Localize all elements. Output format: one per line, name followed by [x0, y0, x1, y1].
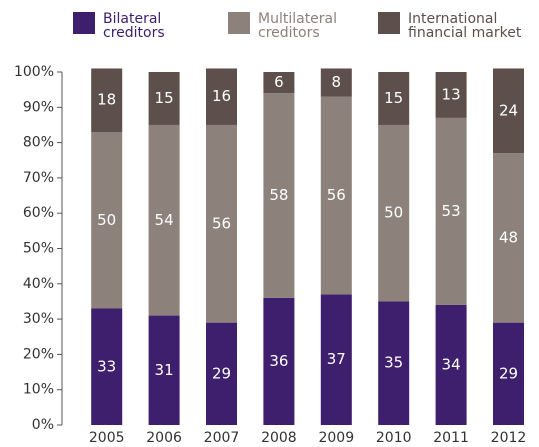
bar-segment: [320, 294, 352, 425]
y-tick-label: 30%: [23, 311, 54, 327]
x-tick-label: 2010: [376, 430, 412, 446]
bar-segment: [378, 124, 410, 302]
value-label: 29: [212, 364, 231, 382]
value-label: 48: [499, 228, 518, 246]
bar-segment: [91, 132, 123, 309]
bar-segment: [263, 297, 295, 425]
value-label: 50: [97, 211, 116, 229]
x-tick-label: 2005: [89, 430, 125, 446]
y-tick-label: 80%: [23, 135, 54, 151]
value-label: 35: [384, 354, 403, 372]
bar-segment: [148, 315, 180, 425]
bar-segment: [320, 96, 352, 295]
x-tick-label: 2006: [146, 430, 182, 446]
y-tick-label: 90%: [23, 99, 54, 115]
value-label: 56: [212, 214, 231, 232]
legend-swatch: [73, 12, 95, 34]
bar-segment: [206, 124, 237, 323]
bar-segment: [435, 304, 467, 425]
x-tick-label: 2007: [204, 430, 240, 446]
value-label: 53: [442, 202, 461, 220]
legend-swatch: [378, 12, 400, 34]
legend-item: International financial market: [378, 12, 538, 40]
y-tick-label: 10%: [23, 382, 54, 398]
value-label: 24: [499, 101, 518, 119]
legend-item: Multilateral creditors: [228, 12, 348, 40]
legend-label: Bilateral creditors: [103, 11, 165, 41]
bar-segment: [263, 72, 295, 94]
bar-segment: [263, 93, 295, 298]
value-label: 54: [155, 211, 174, 229]
y-tick-label: 60%: [23, 205, 54, 221]
legend-label: International financial market: [408, 11, 522, 41]
bar-segment: [493, 322, 524, 425]
y-tick-label: 40%: [23, 276, 54, 292]
value-label: 37: [327, 350, 346, 368]
legend-swatch: [228, 12, 250, 34]
value-label: 15: [155, 89, 174, 107]
bar-segment: [493, 153, 524, 323]
value-label: 50: [384, 204, 403, 222]
bar-segment: [206, 68, 237, 125]
y-tick-label: 0%: [32, 417, 54, 433]
y-tick-label: 100%: [14, 64, 54, 80]
value-label: 18: [97, 91, 116, 109]
x-tick-label: 2012: [491, 430, 527, 446]
value-label: 34: [442, 355, 461, 373]
bar-segment: [378, 72, 410, 125]
value-label: 56: [327, 186, 346, 204]
value-label: 33: [97, 357, 116, 375]
bar-segment: [148, 72, 180, 125]
y-tick-label: 20%: [23, 346, 54, 362]
value-label: 15: [384, 89, 403, 107]
bar-segment: [435, 117, 467, 305]
value-label: 31: [155, 361, 174, 379]
bar-segment: [493, 68, 524, 154]
value-label: 13: [442, 85, 461, 103]
value-label: 36: [269, 352, 288, 370]
value-label: 58: [269, 186, 288, 204]
bar-segment: [206, 322, 237, 425]
y-tick-label: 70%: [23, 170, 54, 186]
x-tick-label: 2009: [318, 430, 354, 446]
legend-label: Multilateral creditors: [258, 11, 338, 41]
legend-item: Bilateral creditors: [73, 12, 183, 40]
value-label: 8: [332, 73, 342, 91]
bar-segment: [320, 68, 352, 97]
value-label: 6: [274, 73, 284, 91]
value-label: 16: [212, 87, 231, 105]
bar-segment: [91, 68, 123, 133]
bar-segment: [378, 301, 410, 425]
value-label: 29: [499, 364, 518, 382]
bar-segment: [435, 72, 467, 118]
bar-segment: [148, 124, 180, 316]
x-tick-label: 2008: [261, 430, 297, 446]
x-tick-label: 2011: [433, 430, 469, 446]
y-tick-label: 50%: [23, 241, 54, 257]
bar-segment: [91, 308, 123, 425]
